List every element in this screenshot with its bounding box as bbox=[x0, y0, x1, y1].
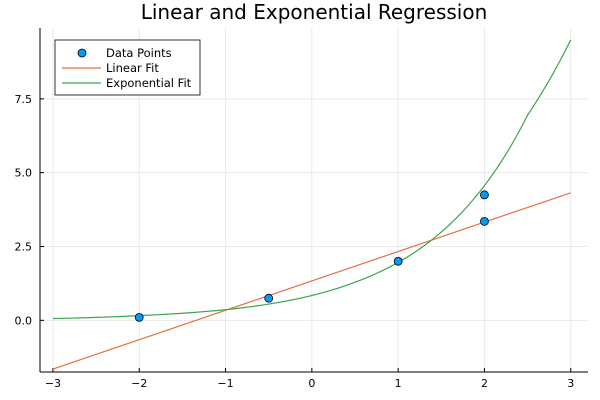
y-tick-label: 7.5 bbox=[15, 93, 33, 106]
x-tick-label: 1 bbox=[395, 377, 402, 390]
x-tick-label: −1 bbox=[217, 377, 233, 390]
data-point bbox=[264, 293, 274, 303]
data-point bbox=[393, 256, 403, 266]
x-tick-label: 3 bbox=[567, 377, 574, 390]
x-tick-label: 0 bbox=[308, 377, 315, 390]
data-point bbox=[480, 217, 489, 226]
axes: −3 −2 −1 0 1 2 3 0.0 2.5 5.0 7.5 bbox=[15, 28, 588, 390]
chart-title: Linear and Exponential Regression bbox=[141, 0, 488, 24]
x-tick-label: 2 bbox=[481, 377, 488, 390]
legend-label: Exponential Fit bbox=[106, 76, 192, 90]
data-point bbox=[480, 190, 489, 200]
x-tick-label: −2 bbox=[131, 377, 147, 390]
y-tick-label: 0.0 bbox=[15, 314, 33, 327]
y-tick-label: 2.5 bbox=[15, 241, 33, 254]
legend-label: Linear Fit bbox=[106, 61, 159, 75]
data-point bbox=[134, 312, 144, 322]
plot-series bbox=[52, 39, 572, 370]
x-tick-label: −3 bbox=[45, 377, 61, 390]
legend-marker bbox=[77, 48, 87, 58]
y-tick-label: 5.0 bbox=[15, 167, 33, 180]
legend-label: Data Points bbox=[106, 46, 172, 60]
